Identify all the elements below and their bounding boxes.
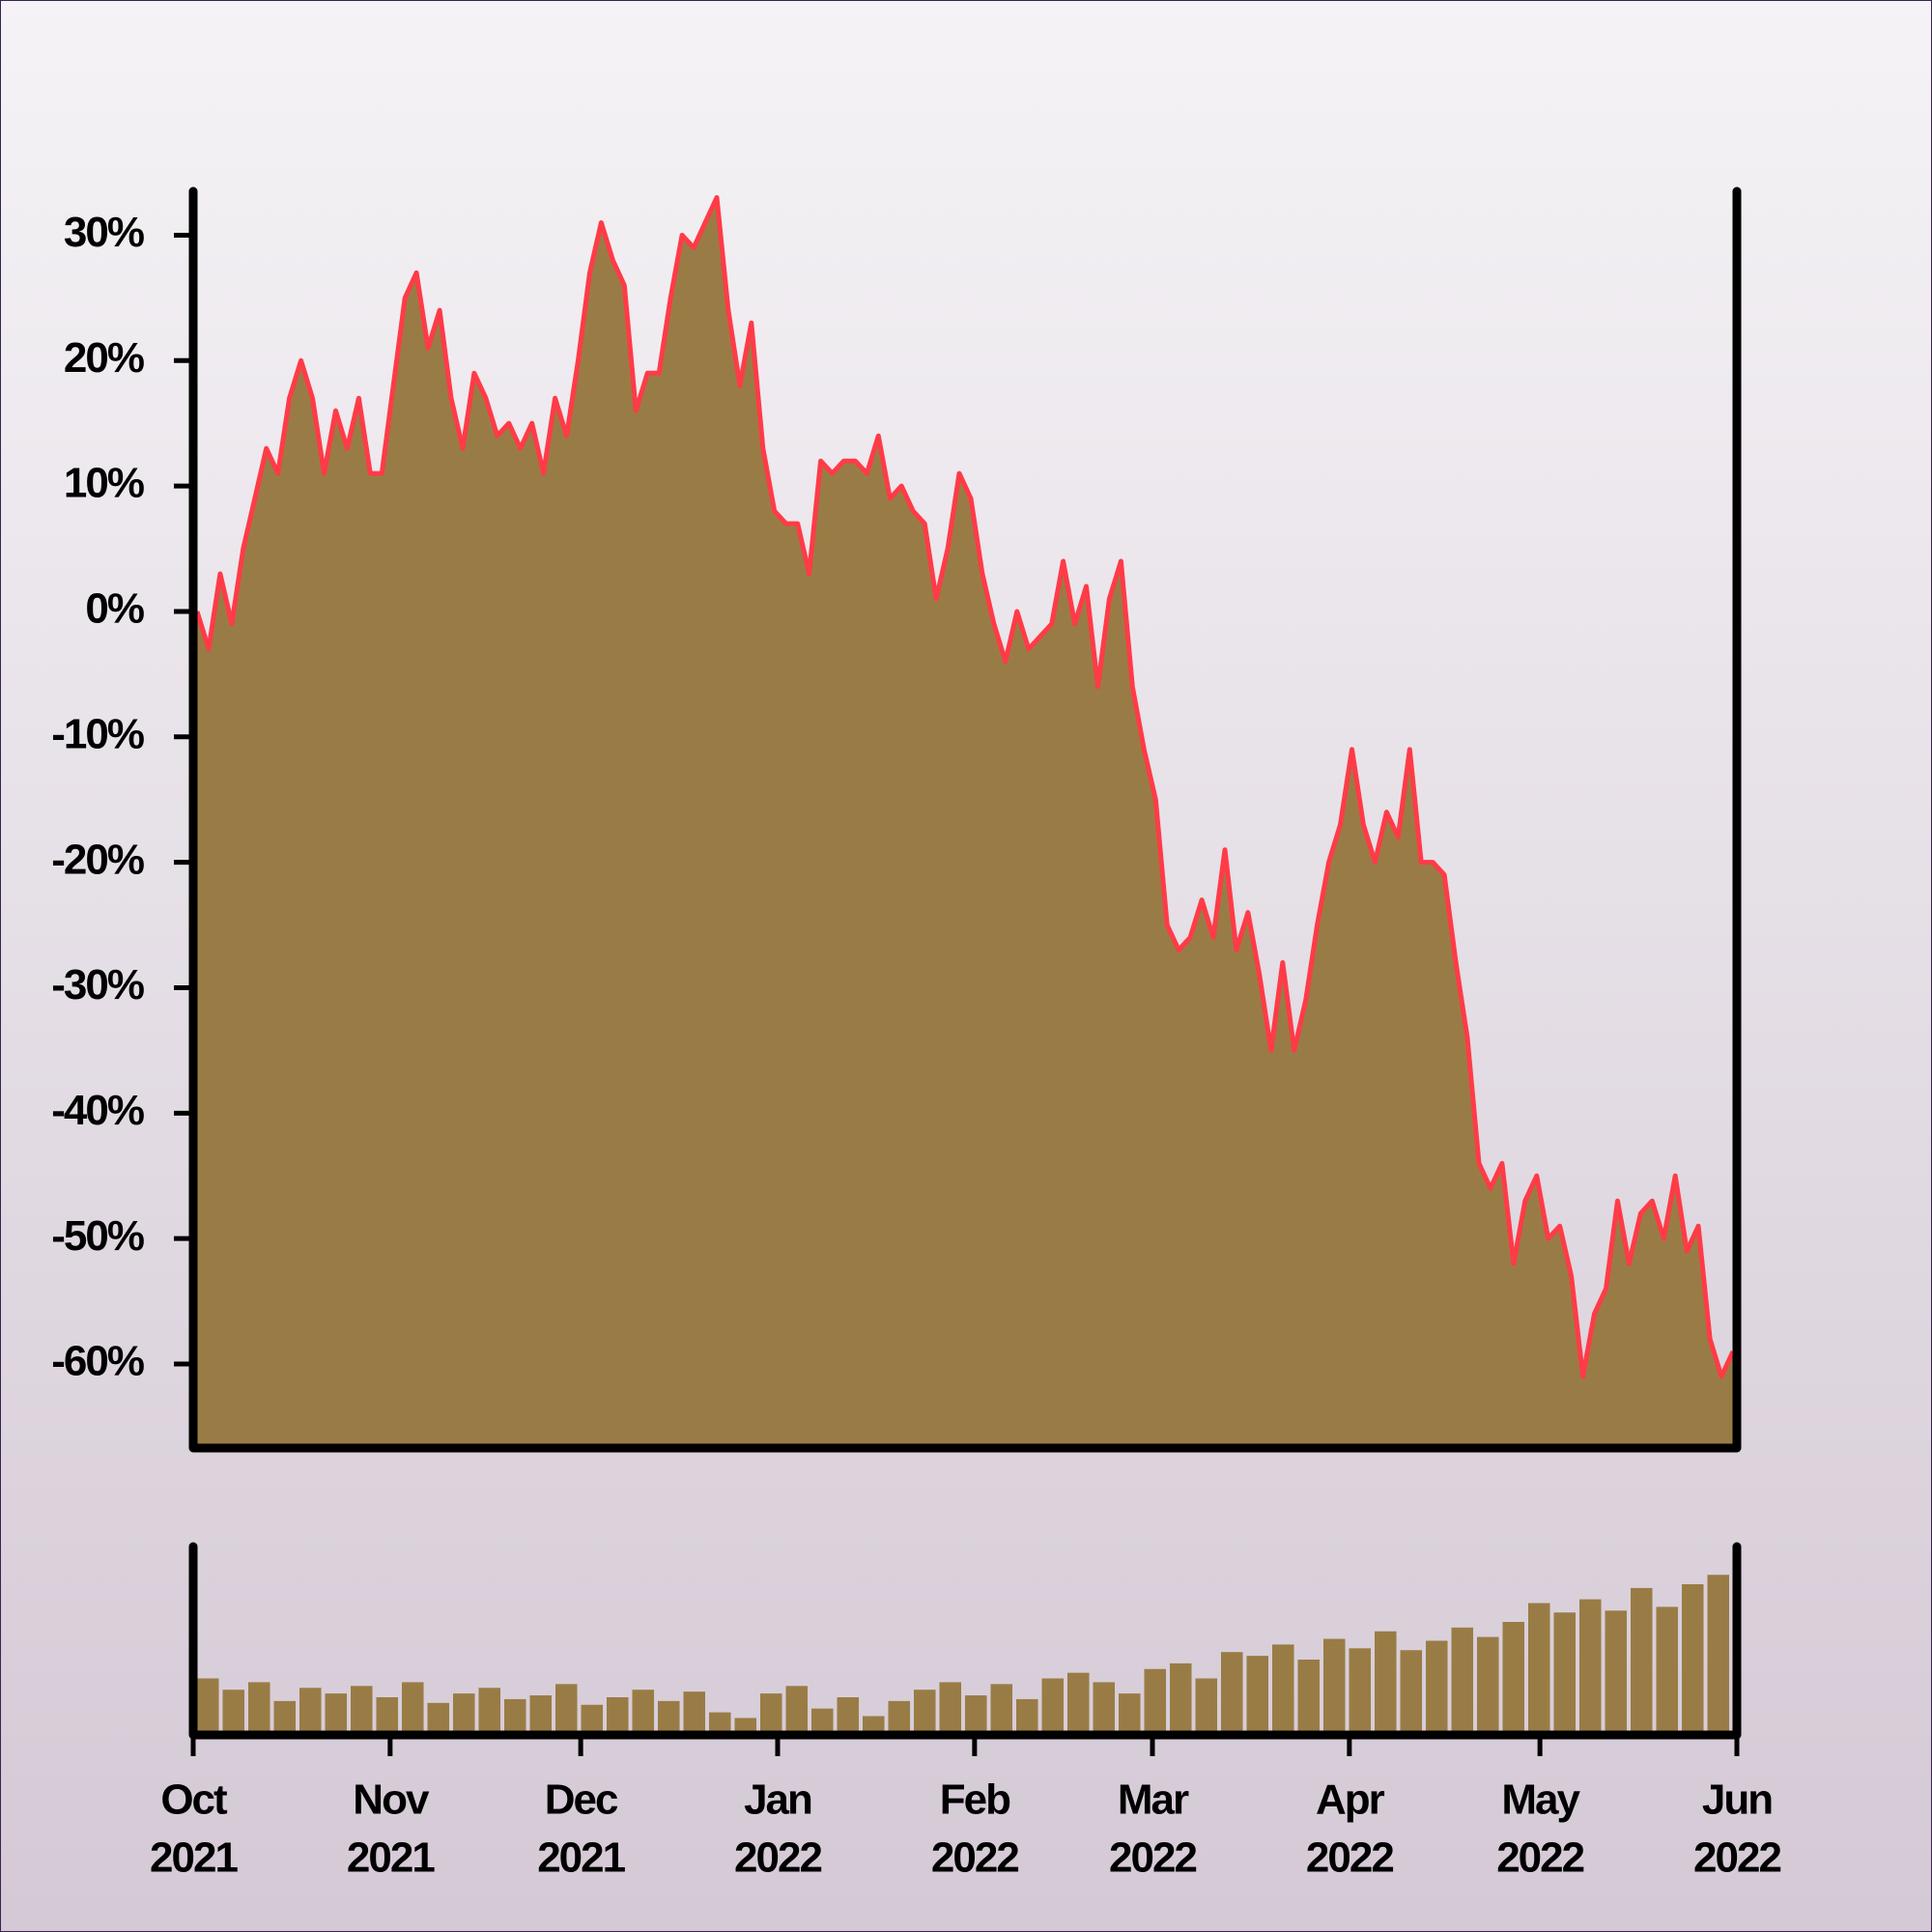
volume-bar — [1631, 1587, 1653, 1735]
volume-bar — [1093, 1682, 1116, 1735]
volume-bar — [632, 1690, 655, 1735]
x-tick-label: 2022 — [734, 1834, 821, 1882]
volume-bar — [1016, 1698, 1038, 1735]
volume-bar — [197, 1678, 219, 1735]
volume-bar — [990, 1684, 1013, 1735]
x-tick-label: Feb — [940, 1776, 1010, 1824]
x-tick-label: 2021 — [150, 1834, 238, 1882]
volume-bar — [555, 1684, 578, 1735]
volume-bar — [1400, 1650, 1423, 1735]
volume-bar — [683, 1691, 706, 1735]
x-tick-label: 2021 — [347, 1834, 435, 1882]
volume-bar — [1502, 1622, 1525, 1735]
axis-frame — [188, 1542, 1742, 1740]
line — [194, 195, 1736, 1379]
x-tick-label: Apr — [1316, 1776, 1385, 1824]
y-tick-label: -40% — [51, 1087, 144, 1134]
volume-bar — [1553, 1612, 1577, 1735]
volume-bar — [658, 1700, 680, 1735]
y-tick-label: -10% — [51, 710, 144, 757]
x-tick-label: Mar — [1118, 1776, 1189, 1824]
volume-bar — [1477, 1636, 1499, 1735]
volume-bar — [402, 1682, 424, 1735]
volume-bar — [1451, 1627, 1474, 1735]
volume-bar — [1170, 1662, 1192, 1735]
y-tick-label: 10% — [64, 460, 144, 507]
volume-bar — [837, 1697, 860, 1735]
volume-bar — [1656, 1606, 1679, 1735]
volume-bar — [478, 1688, 501, 1735]
x-tick-label: 2022 — [1693, 1834, 1780, 1882]
volume-bar — [607, 1697, 629, 1735]
x-tick-label: 2022 — [1496, 1834, 1583, 1882]
area — [197, 197, 1733, 1448]
volume-bar — [222, 1690, 245, 1735]
volume-bar — [1605, 1610, 1628, 1735]
volume-bar — [811, 1708, 834, 1735]
volume-bar — [453, 1693, 475, 1735]
volume-bar — [529, 1695, 553, 1735]
x-tick-label: 2021 — [537, 1834, 625, 1882]
volume-bar — [1119, 1693, 1141, 1735]
volume-bar — [427, 1702, 450, 1735]
volume-bar — [273, 1700, 297, 1735]
x-tick-label: Oct — [160, 1776, 228, 1824]
volume-bar — [248, 1682, 270, 1735]
x-tick-label: 2022 — [931, 1834, 1018, 1882]
volume-bar — [504, 1698, 526, 1735]
volume-bar — [1528, 1603, 1550, 1735]
y-tick-label: -60% — [51, 1338, 144, 1385]
volume-bar — [1682, 1584, 1704, 1735]
y-tick-label: 20% — [64, 334, 144, 382]
y-tick-label: -50% — [51, 1212, 144, 1260]
x-tick-label: 2022 — [1109, 1834, 1196, 1882]
volume-bar — [1272, 1644, 1294, 1735]
volume-bar — [1297, 1660, 1321, 1735]
volume-bar — [1041, 1678, 1065, 1735]
x-tick-label: Jun — [1702, 1776, 1772, 1824]
volume-bar — [581, 1704, 604, 1735]
y-tick-label: 0% — [85, 585, 143, 633]
volume-bar — [1426, 1640, 1448, 1735]
volume-bar — [1067, 1672, 1090, 1735]
x-tick-label: Jan — [744, 1776, 811, 1824]
volume-bar — [299, 1688, 322, 1735]
volume-bar — [325, 1693, 348, 1735]
volume-bar — [1375, 1631, 1397, 1735]
volume-bar — [1221, 1652, 1243, 1735]
volume-bar — [939, 1682, 962, 1735]
volume-bar — [1246, 1656, 1269, 1735]
volume-bar — [709, 1712, 731, 1735]
volume-bar — [1195, 1678, 1218, 1735]
volume-bar — [914, 1690, 936, 1735]
x-tick-label: Dec — [545, 1776, 618, 1824]
x-tick-label: May — [1501, 1776, 1580, 1824]
x-tick-label: Nov — [353, 1776, 430, 1824]
y-tick-label: -30% — [51, 961, 144, 1009]
volume-bar — [1349, 1648, 1372, 1735]
volume-bar — [965, 1695, 987, 1735]
volume-bar — [888, 1700, 911, 1735]
volume-bar — [376, 1697, 399, 1735]
volume-bar — [1579, 1599, 1602, 1735]
y-tick-label: -20% — [51, 836, 144, 883]
axis-frame — [188, 186, 1742, 1453]
volume-bar — [1323, 1638, 1346, 1735]
volume-bar — [351, 1686, 373, 1735]
volume-bar — [760, 1693, 782, 1735]
volume-bar — [1707, 1575, 1730, 1735]
y-tick-label: 30% — [64, 209, 144, 256]
volume-bar — [1144, 1668, 1167, 1735]
volume-bar — [863, 1716, 885, 1735]
volume-bar — [785, 1686, 809, 1735]
x-tick-label: 2022 — [1306, 1834, 1393, 1882]
